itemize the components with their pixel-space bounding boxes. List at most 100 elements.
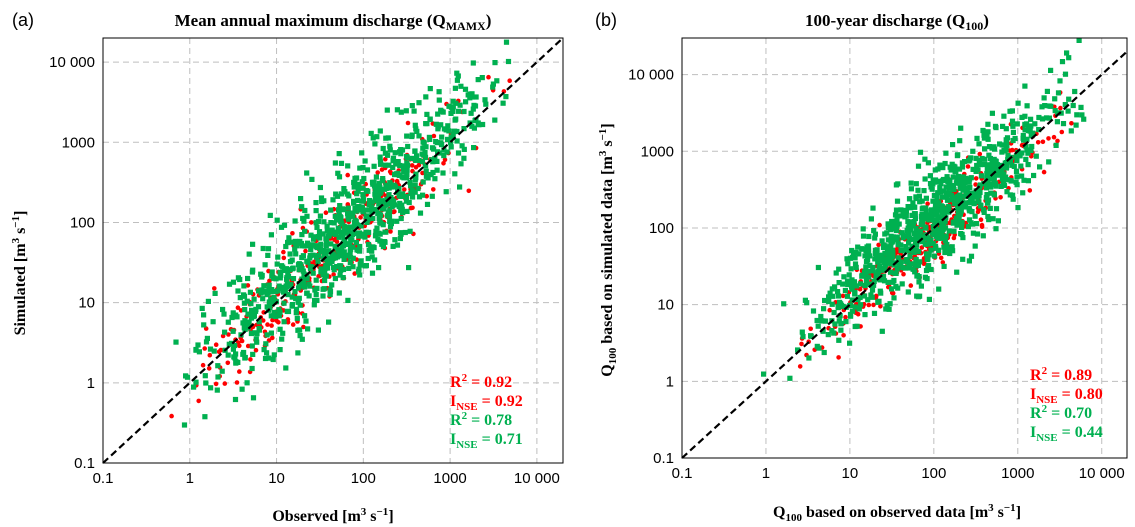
scatter-point-red [965,164,971,169]
scatter-point-green [907,227,913,233]
scatter-point-green [379,241,385,247]
scatter-point-green [951,228,957,234]
scatter-point-green [266,355,272,361]
scatter-point-green [929,207,935,213]
scatter-point-green [1065,108,1071,114]
scatter-point-green [340,275,346,281]
scatter-point-green [323,265,329,271]
scatter-point-green [391,182,397,188]
scatter-point-green [397,235,403,242]
scatter-point-green [893,207,900,213]
scatter-point-green [480,121,486,128]
scatter-point-green [959,219,965,226]
scatter-point-green [320,286,326,292]
scatter-point-green [451,128,457,135]
scatter-point-green [827,290,833,296]
scatter-point-green [1060,121,1067,127]
scatter-point-green [307,253,313,259]
scatter-point-green [311,302,317,308]
scatter-point-green [935,190,941,196]
scatter-point-green [394,107,400,113]
scatter-point-green [432,155,438,162]
scatter-point-green [261,347,267,353]
scatter-point-green [470,60,476,66]
scatter-point-green [932,206,938,212]
scatter-point-green [922,156,928,162]
scatter-point-green [956,177,962,183]
scatter-point-green [956,215,962,221]
scatter-point-green [1052,96,1058,102]
scatter-point-green [895,240,901,246]
scatter-point-green [404,194,410,200]
scatter-point-green [423,121,429,127]
scatter-point-green [968,155,974,161]
scatter-point-green [806,355,812,361]
scatter-point-green [286,235,292,241]
scatter-point-green [193,347,199,353]
scatter-point-green [815,264,821,271]
scatter-point-red [207,352,213,358]
scatter-point-red [1069,121,1074,126]
scatter-point-green [260,296,266,302]
scatter-point-green [966,205,972,212]
scatter-point-green [1009,118,1016,124]
scatter-point-green [264,332,270,338]
scatter-point-green [850,308,856,314]
scatter-point-green [273,289,279,295]
scatter-point-green [239,386,245,392]
scatter-point-green [950,194,956,201]
scatter-point-green [346,265,352,271]
scatter-point-green [990,168,996,174]
scatter-point-green [259,287,265,293]
scatter-point-green [404,133,410,139]
scatter-point-green [352,205,358,212]
scatter-point-red [799,341,804,347]
scatter-point-red [281,255,287,261]
scatter-point-green [440,170,446,176]
scatter-point-green [904,246,910,252]
scatter-point-green [369,270,376,276]
scatter-point-green [500,100,506,106]
scatter-point-green [241,292,247,298]
scatter-point-red [323,210,329,215]
scatter-point-green [860,246,866,252]
scatter-point-green [469,91,475,97]
scatter-point-green [995,218,1001,224]
scatter-point-green [371,183,378,189]
scatter-point-green [862,293,868,299]
scatter-point-green [471,125,477,131]
scatter-point-green [455,150,462,156]
scatter-point-green [1014,174,1020,180]
scatter-point-green [866,233,872,240]
y-tick-label: 100 [70,214,95,231]
scatter-point-green [1052,108,1058,114]
scatter-point-green [872,256,878,262]
scatter-point-green [896,213,902,219]
scatter-point-green [915,262,921,268]
scatter-point-green [1010,129,1016,135]
scatter-point-green [859,272,865,278]
scatter-point-green [989,110,995,116]
scatter-point-green [972,213,978,219]
scatter-point-green [300,215,306,221]
scatter-point-green [452,85,458,91]
scatter-point-green [338,218,344,224]
scatter-point-green [889,286,895,292]
scatter-point-green [974,135,980,141]
scatter-point-green [1066,96,1072,102]
scatter-point-green [393,161,399,167]
scatter-point-green [913,181,919,187]
scatter-point-green [1005,153,1011,159]
scatter-point-green [952,200,958,207]
scatter-point-green [259,274,265,280]
panel-label-b: (b) [595,10,617,30]
x-tick-label: 10 000 [1079,465,1125,482]
scatter-point-green [318,195,325,201]
scatter-point-green [926,296,932,302]
scatter-point-green [959,231,965,237]
scatter-point-green [1024,147,1030,153]
scatter-point-green [380,176,386,182]
scatter-point-green [329,282,335,288]
scatter-point-green [375,193,381,199]
scatter-point-green [865,257,871,263]
